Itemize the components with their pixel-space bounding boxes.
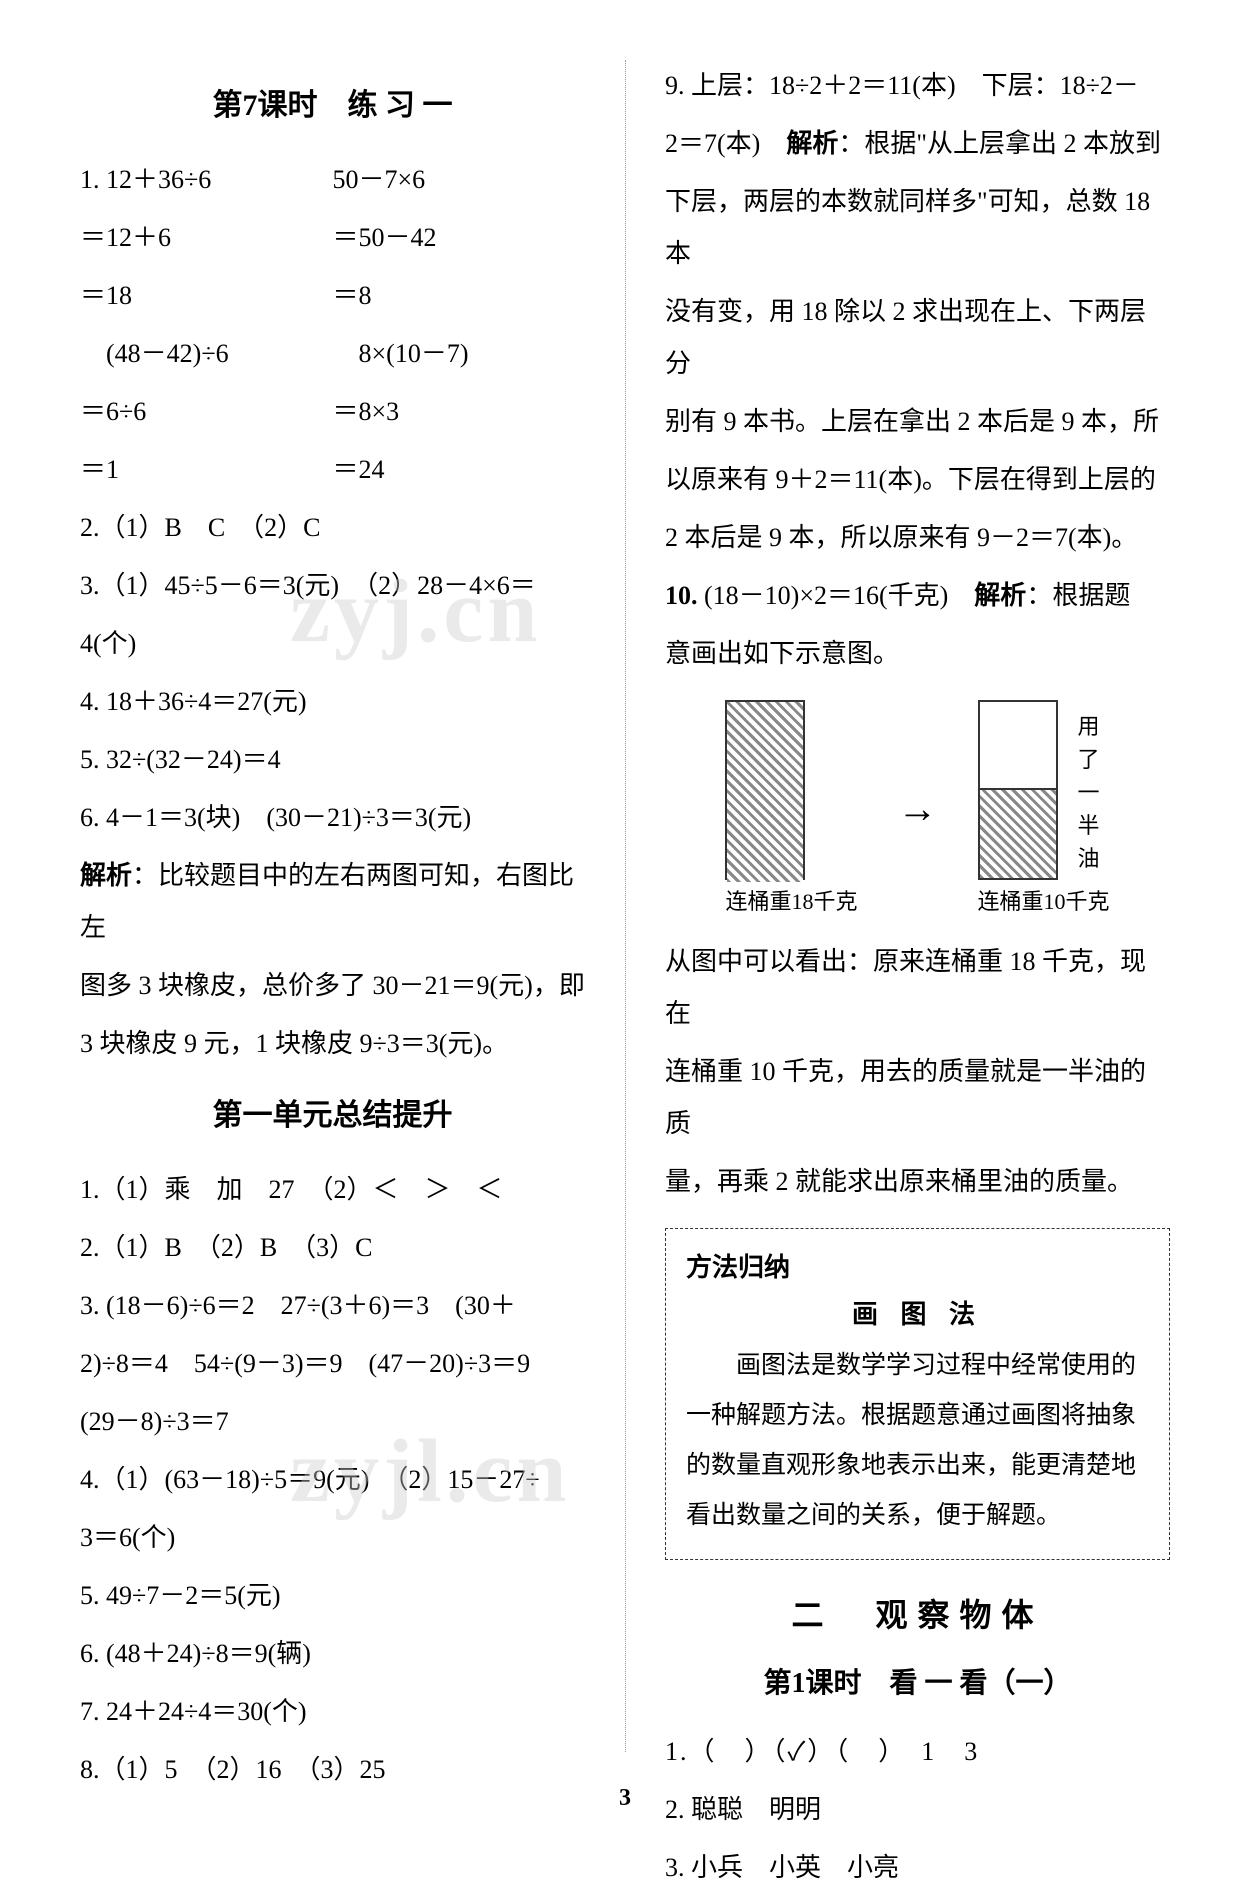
q1-c1-l5: ＝1 <box>80 444 333 496</box>
q9c: 下层，两层的本数就同样多"可知，总数 18 本 <box>665 176 1170 280</box>
q2: 2.（1）B C （2）C <box>80 502 585 554</box>
q9a: 9. 上层：18÷2＋2＝11(本) 下层：18÷2－ <box>665 60 1170 112</box>
q10c: 从图中可以看出：原来连桶重 18 千克，现在 <box>665 936 1170 1040</box>
q6exp1-txt: ：比较题目中的左右两图可知，右图比左 <box>80 861 574 942</box>
cap1: 连桶重18千克 <box>725 884 857 916</box>
q9f: 以原来有 9＋2＝11(本)。下层在得到上层的 <box>665 454 1170 506</box>
q1-c1-l1: ＝12＋6 <box>80 212 333 264</box>
q10b: 意画出如下示意图。 <box>665 628 1170 680</box>
q10e: 量，再乘 2 就能求出原来桶里油的质量。 <box>665 1156 1170 1208</box>
q9g: 2 本后是 9 本，所以原来有 9－2＝7(本)。 <box>665 512 1170 564</box>
q6exp3: 3 块橡皮 9 元，1 块橡皮 9÷3＝3(元)。 <box>80 1018 585 1070</box>
lesson-title-7: 第7课时 练 习 一 <box>80 80 585 124</box>
q5: 5. 32÷(32－24)＝4 <box>80 734 585 786</box>
q3a: 3.（1）45÷5－6＝3(元) （2）28－4×6＝ <box>80 560 585 612</box>
s6: 6. (48＋24)÷8＝9(辆) <box>80 1628 585 1680</box>
page-number: 3 <box>0 1785 1250 1812</box>
note-heading: 画 图 法 <box>686 1294 1149 1331</box>
q1-c2-l0: 50－7×6 <box>333 154 586 206</box>
q10a-pre: (18－10)×2＝16(千克) <box>704 581 974 610</box>
note-body: 画图法是数学学习过程中经常使用的一种解题方法。根据题意通过画图将抽象的数量直观形… <box>686 1341 1149 1541</box>
r1: 1.（ ）（✓）（ ） 1 3 <box>665 1726 1170 1778</box>
q9b-pre: 2＝7(本) <box>665 129 786 158</box>
q1-c2-l4: ＝8×3 <box>333 386 586 438</box>
s4b: 3＝6(个) <box>80 1512 585 1564</box>
q6: 6. 4－1＝3(块) (30－21)÷3＝3(元) <box>80 792 585 844</box>
s4a: 4.（1）(63－18)÷5＝9(元) （2）15－27÷ <box>80 1454 585 1506</box>
oil-diagram: 连桶重18千克 → 连桶重10千克 用了一 半油 <box>665 700 1170 916</box>
s3a: 3. (18－6)÷6＝2 27÷(3＋6)＝3 (30＋ <box>80 1280 585 1332</box>
bar-left <box>725 700 805 880</box>
unit1-summary-title: 第一单元总结提升 <box>80 1090 585 1134</box>
r3: 3. 小兵 小英 小亮 <box>665 1842 1170 1894</box>
q9e: 别有 9 本书。上层在拿出 2 本后是 9 本，所 <box>665 396 1170 448</box>
bar-right <box>978 700 1058 880</box>
arrow-icon: → <box>898 785 938 832</box>
q1-c2-l1: ＝50－42 <box>333 212 586 264</box>
s5: 5. 49÷7－2＝5(元) <box>80 1570 585 1622</box>
q1-math: 1. 12＋36÷6 ＝12＋6 ＝18 (48－42)÷6 ＝6÷6 ＝1 5… <box>80 154 585 502</box>
q6exp1: 解析：比较题目中的左右两图可知，右图比左 <box>80 850 585 954</box>
note-title: 方法归纳 <box>686 1247 1149 1284</box>
q9b-bold: 解析 <box>786 129 838 158</box>
q1-c2-l5: ＝24 <box>333 444 586 496</box>
lesson-title-1: 第1课时 看 一 看（一） <box>665 1661 1170 1701</box>
q10a: 10. (18－10)×2＝16(千克) 解析：根据题 <box>665 570 1170 622</box>
side2: 半油 <box>1068 809 1110 875</box>
q1-c1-l4: ＝6÷6 <box>80 386 333 438</box>
method-note: 方法归纳 画 图 法 画图法是数学学习过程中经常使用的一种解题方法。根据题意通过… <box>665 1228 1170 1560</box>
cap2: 连桶重10千克 <box>978 884 1110 916</box>
side-label: 用了一 半油 <box>1068 710 1110 875</box>
q1-c1-l2: ＝18 <box>80 270 333 322</box>
q1-c2-l3: 8×(10－7) <box>333 328 586 380</box>
q1-c1-l3: (48－42)÷6 <box>80 328 333 380</box>
q9d: 没有变，用 18 除以 2 求出现在上、下两层分 <box>665 286 1170 390</box>
q6exp2: 图多 3 块橡皮，总价多了 30－21＝9(元)，即 <box>80 960 585 1012</box>
q1-c1-l0: 1. 12＋36÷6 <box>80 154 333 206</box>
left-column: 第7课时 练 习 一 1. 12＋36÷6 ＝12＋6 ＝18 (48－42)÷… <box>80 60 605 1792</box>
q9b: 2＝7(本) 解析：根据"从上层拿出 2 本放到 <box>665 118 1170 170</box>
right-column: 9. 上层：18÷2＋2＝11(本) 下层：18÷2－ 2＝7(本) 解析：根据… <box>645 60 1170 1792</box>
s3b: 2)÷8＝4 54÷(9－3)＝9 (47－20)÷3＝9 <box>80 1338 585 1390</box>
s7: 7. 24＋24÷4＝30(个) <box>80 1686 585 1738</box>
q10a-bold: 解析 <box>974 581 1026 610</box>
column-divider <box>625 60 626 1752</box>
side1: 用了一 <box>1068 710 1110 809</box>
q9b-post: ：根据"从上层拿出 2 本放到 <box>838 129 1161 158</box>
s2: 2.（1）B （2）B （3）C <box>80 1222 585 1274</box>
q1-c2-l2: ＝8 <box>333 270 586 322</box>
section-title-2: 二 观察物体 <box>665 1590 1170 1636</box>
s1: 1.（1）乘 加 27 （2）＜ ＞ ＜ <box>80 1164 585 1216</box>
q10d: 连桶重 10 千克，用去的质量就是一半油的质 <box>665 1046 1170 1150</box>
q4: 4. 18＋36÷4＝27(元) <box>80 676 585 728</box>
q3b: 4(个) <box>80 618 585 670</box>
q10a-post: ：根据题 <box>1026 581 1130 610</box>
s3c: (29－8)÷3＝7 <box>80 1396 585 1448</box>
